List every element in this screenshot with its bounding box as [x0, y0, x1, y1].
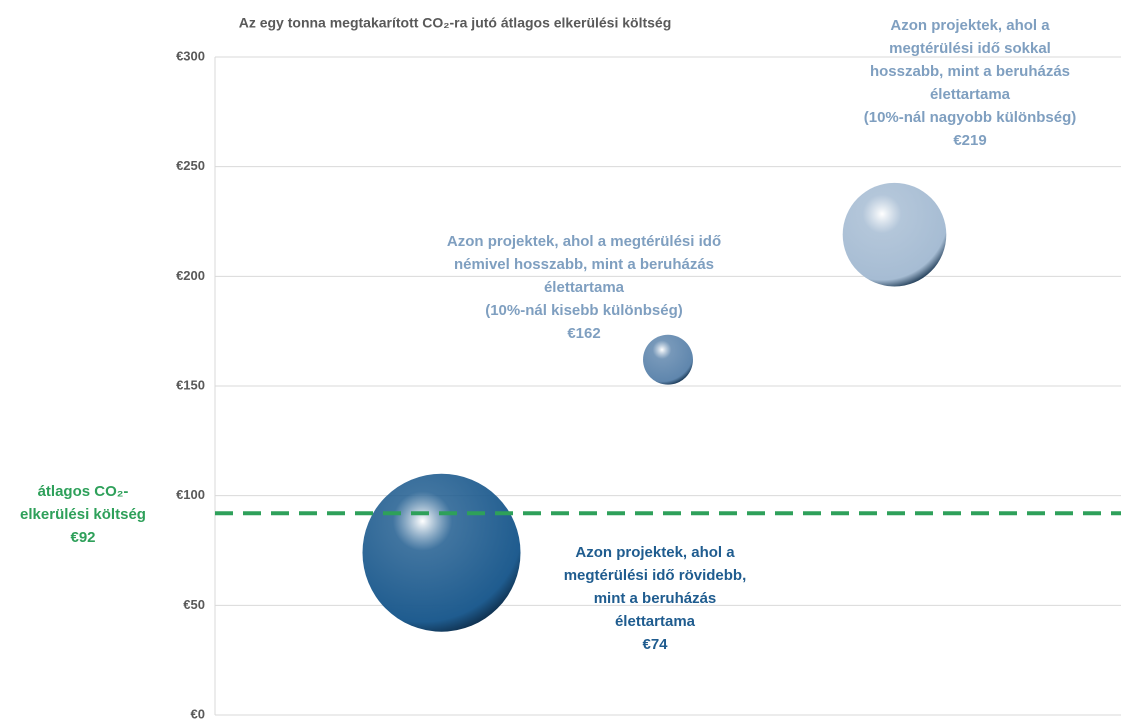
- bubble: [362, 473, 521, 632]
- annotation: némivel hosszabb, mint a beruházás: [454, 256, 714, 273]
- annotation: élettartama: [930, 86, 1011, 103]
- y-tick-label: €50: [183, 597, 205, 612]
- annotation: hosszabb, mint a beruházás: [870, 63, 1070, 80]
- y-tick-label: €0: [191, 706, 205, 720]
- value-label: €219: [953, 132, 986, 149]
- y-tick-label: €200: [176, 268, 205, 283]
- annotation: élettartama: [544, 279, 625, 296]
- reference-value-label: €92: [70, 529, 95, 546]
- annotation: Azon projektek, ahol a megtérülési idő: [447, 233, 721, 250]
- annotation: mint a beruházás: [594, 590, 717, 607]
- annotation: (10%-nál kisebb különbség): [485, 302, 683, 319]
- y-tick-label: €150: [176, 377, 205, 392]
- value-label: €162: [567, 325, 600, 342]
- annotation: (10%-nál nagyobb különbség): [864, 109, 1077, 126]
- bubble: [842, 182, 947, 287]
- annotation: Azon projektek, ahol a: [575, 544, 735, 561]
- y-tick-label: €250: [176, 158, 205, 173]
- chart-title: Az egy tonna megtakarított CO₂-ra jutó á…: [239, 15, 672, 31]
- annotation: Azon projektek, ahol a: [890, 17, 1050, 34]
- annotation: megtérülési idő sokkal: [889, 40, 1051, 57]
- y-tick-label: €100: [176, 487, 205, 502]
- value-label: €74: [642, 636, 668, 653]
- reference-label: átlagos CO₂-: [38, 483, 129, 500]
- annotation: megtérülési idő rövidebb,: [564, 567, 747, 584]
- y-tick-label: €300: [176, 48, 205, 63]
- annotation: élettartama: [615, 613, 696, 630]
- bubble: [643, 334, 693, 385]
- reference-label: elkerülési költség: [20, 506, 146, 523]
